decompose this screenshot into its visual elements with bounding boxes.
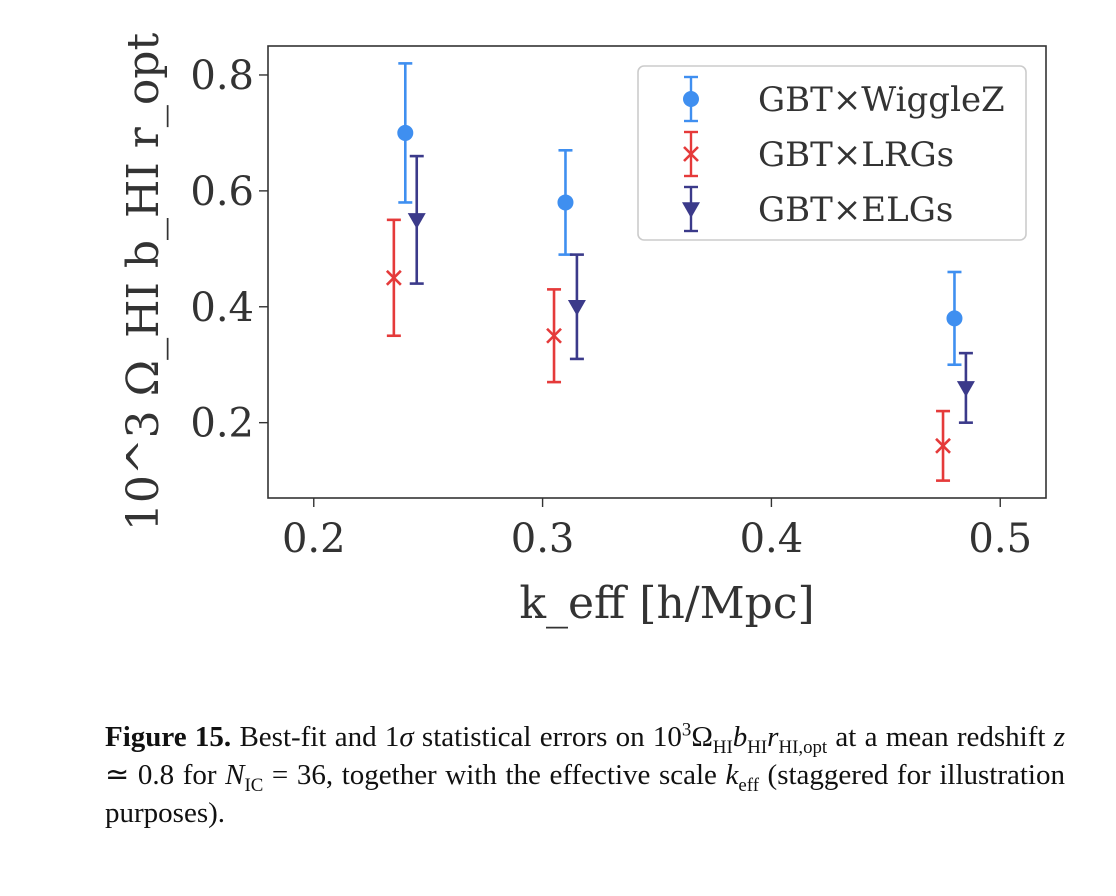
- legend-marker: [682, 202, 700, 218]
- data-point: [956, 381, 975, 397]
- legend-label: GBT×WiggleZ: [758, 80, 1005, 120]
- series-0: [397, 62, 963, 367]
- series-1: [385, 218, 951, 482]
- chart: 0.2 0.3 0.4 0.5 0.2 0.4 0.6 0.8 k_eff [h/Mpc] 10^…: [118, 33, 1047, 629]
- x-tick-label: 0.2: [282, 516, 346, 562]
- legend-label: GBT×ELGs: [758, 190, 953, 230]
- x-tick-label: 0.3: [511, 516, 575, 562]
- x-tick-label: 0.4: [740, 516, 804, 562]
- legend-marker: [683, 146, 699, 162]
- y-tick-label: 0.2: [190, 401, 254, 447]
- data-point: [385, 269, 402, 286]
- data-point: [557, 194, 574, 211]
- legend-label: GBT×LRGs: [758, 135, 954, 175]
- y-tick-label: 0.8: [190, 53, 254, 99]
- y-tick-label: 0.6: [190, 169, 254, 215]
- data-point: [567, 300, 586, 316]
- data-point: [397, 124, 414, 141]
- figure-caption: Figure 15. Best-fit and 1σ statistical e…: [105, 719, 1066, 829]
- data-point: [546, 327, 562, 344]
- series-2: [407, 154, 975, 424]
- x-tick-label: 0.5: [968, 516, 1032, 562]
- plot-frame: [267, 45, 1047, 499]
- legend-box: [637, 65, 1027, 241]
- figure: 0.2 0.3 0.4 0.5 0.2 0.4 0.6 0.8 k_eff [h/Mpc] 10^…: [118, 33, 1047, 629]
- data-point: [946, 310, 963, 327]
- legend-marker: [683, 91, 699, 107]
- x-axis-label: k_eff [h/Mpc]: [519, 578, 814, 629]
- data-point: [407, 213, 426, 229]
- data-point: [935, 437, 951, 454]
- caption-label: Figure 15.: [105, 721, 232, 753]
- y-tick-label: 0.4: [190, 285, 254, 331]
- y-axis-label: 10^3 Ω_HI b_HI r_opt: [118, 33, 169, 532]
